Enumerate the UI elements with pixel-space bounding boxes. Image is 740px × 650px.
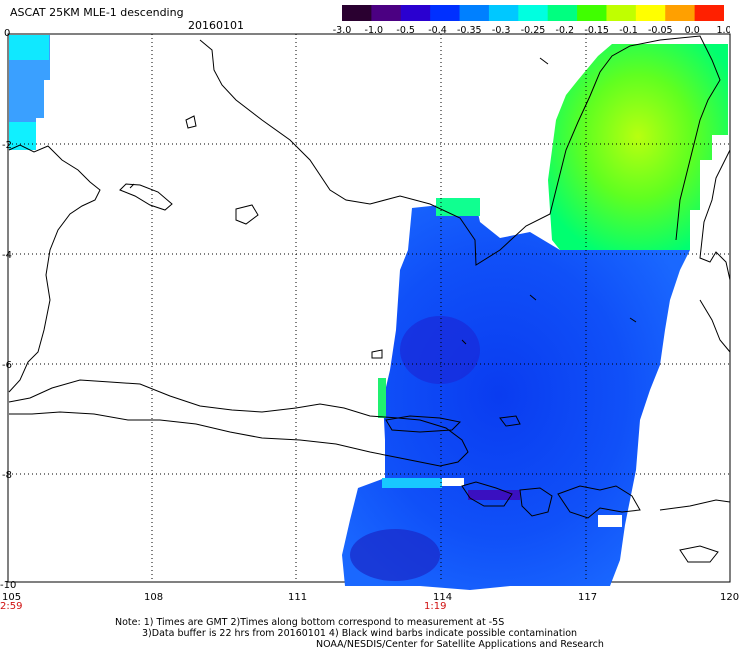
- chart-date: 20160101: [188, 19, 244, 32]
- coastline-sumba: [679, 545, 719, 563]
- coastline-sulawesi-south: [699, 299, 731, 353]
- coastline-belitung: [235, 204, 259, 225]
- colorbar-label: -0.1: [619, 25, 638, 36]
- time-label-center: 1:19: [424, 601, 446, 612]
- x-tick-114: 114: [433, 592, 452, 603]
- footnote-line-2: 3)Data buffer is 22 hrs from 20160101 4)…: [142, 628, 578, 639]
- y-tick-8: -8: [2, 470, 12, 481]
- colorbar-swatch: [488, 5, 519, 21]
- coastline-lombok: [519, 487, 553, 517]
- data-swath-west-bottom: [9, 122, 36, 150]
- colorbar-label: -0.2: [556, 25, 575, 36]
- colorbar-swatch: [665, 5, 696, 21]
- colorbar-swatch: [459, 5, 490, 21]
- coastlines: [8, 35, 731, 563]
- data-swath-west-top: [9, 35, 49, 60]
- data-swath-west: [9, 35, 50, 150]
- x-tick-111: 111: [288, 592, 307, 603]
- colorbar-label: -0.5: [396, 25, 415, 36]
- colorbar-swatch: [577, 5, 607, 21]
- data-gap: [598, 515, 622, 527]
- data-gap-2: [442, 478, 464, 486]
- wind-data-swaths: [9, 35, 728, 590]
- colorbar-swatch: [694, 5, 724, 21]
- y-tick-6: -6: [2, 360, 12, 371]
- colorbar-swatch: [635, 5, 666, 21]
- x-axis-labels: 105 108 111 114 117 120: [2, 592, 739, 603]
- data-swath-cyan-patch: [436, 198, 480, 216]
- coastline-islet-2: [629, 317, 637, 323]
- colorbar-swatch: [400, 5, 431, 21]
- colorbar-label: -1.0: [365, 25, 384, 36]
- y-tick-4: -4: [2, 250, 12, 261]
- colorbar-swatch: [518, 5, 549, 21]
- data-swath-main: [342, 200, 690, 590]
- coastline-islet-4: [185, 115, 197, 129]
- x-tick-117: 117: [578, 592, 597, 603]
- coastline-bawean: [371, 349, 383, 359]
- colorbar-label: -0.05: [648, 25, 673, 36]
- colorbar-swatch: [342, 5, 372, 21]
- y-axis-labels: 0 -2 -4 -6 -8 -10: [0, 28, 16, 591]
- footnote-line-3: NOAA/NESDIS/Center for Satellite Applica…: [316, 639, 604, 650]
- data-low-region-south: [350, 529, 440, 581]
- colorbar-label: 0.0: [685, 25, 700, 36]
- colorbar-label: -0.15: [584, 25, 609, 36]
- coastline-bali: [461, 481, 513, 507]
- y-tick-2: -2: [2, 140, 12, 151]
- data-swath-edge-patch: [378, 378, 386, 418]
- data-swath-cyan-strip: [382, 478, 442, 488]
- colorbar: [342, 5, 724, 21]
- y-tick-0: 0: [4, 28, 10, 39]
- coastline-islet-1: [529, 294, 537, 301]
- data-low-region: [400, 316, 480, 384]
- time-label-west: 2:59: [0, 601, 22, 612]
- colorbar-label: -0.25: [521, 25, 546, 36]
- colorbar-label: -0.35: [457, 25, 482, 36]
- colorbar-label: 1.0: [716, 25, 730, 36]
- coastline-sulawesi: [699, 149, 731, 281]
- coastline-borneo: [199, 35, 721, 266]
- graticule: [8, 34, 730, 582]
- coastline-sumbawa: [557, 485, 641, 519]
- coastline-java: [8, 379, 469, 467]
- colorbar-swatch: [547, 5, 578, 21]
- colorbar-label: -3.0: [333, 25, 352, 36]
- colorbar-label: -0.4: [428, 25, 447, 36]
- colorbar-label: -0.3: [492, 25, 511, 36]
- coastline-islet-6: [539, 57, 549, 65]
- coastline-bangka: [119, 183, 173, 211]
- x-tick-120: 120: [720, 592, 739, 603]
- y-tick-10: -10: [0, 580, 16, 591]
- coastline-islet-3: [461, 339, 467, 345]
- colorbar-swatch: [371, 5, 402, 21]
- data-swath-northeast: [548, 44, 728, 250]
- coastline-madura: [385, 415, 462, 433]
- colorbar-labels: -3.0 -1.0 -0.5 -0.4 -0.35 -0.3 -0.25 -0.2 -0.15-…: [333, 25, 730, 36]
- coastline-flores: [659, 499, 731, 511]
- x-tick-108: 108: [144, 592, 163, 603]
- colorbar-swatch: [430, 5, 461, 21]
- colorbar-swatch: [606, 5, 637, 21]
- time-labels: 2:59 1:19: [0, 601, 446, 612]
- coastline-islet-5: [129, 183, 135, 189]
- coastline-kangean: [499, 415, 521, 427]
- data-swath-dark-patch: [468, 490, 520, 500]
- coastline-sumatra: [8, 144, 101, 393]
- chart-title: ASCAT 25KM MLE-1 descending: [10, 6, 184, 19]
- footnote-line-1: Note: 1) Times are GMT 2)Times along bot…: [115, 617, 505, 628]
- x-tick-105: 105: [2, 592, 21, 603]
